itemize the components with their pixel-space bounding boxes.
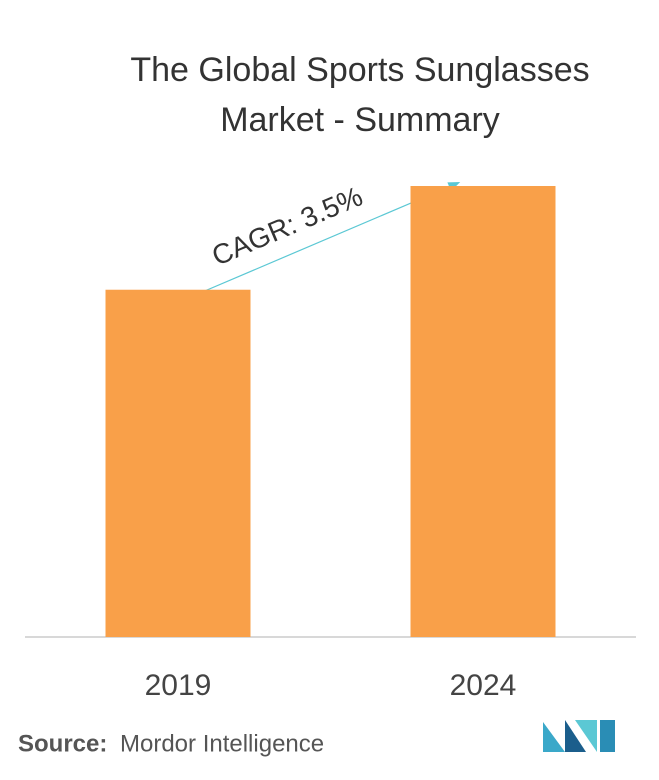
x-tick-label: 2019 xyxy=(145,669,212,702)
bar xyxy=(410,186,556,637)
source-label: Source: xyxy=(18,730,107,757)
source: Mordor Intelligence xyxy=(120,730,324,757)
x-tick-label: 2024 xyxy=(450,669,517,702)
chart-title: The Global Sports Sunglasses Market - Su… xyxy=(130,51,590,139)
bar xyxy=(105,289,251,637)
cagr-label: CAGR: 3.5% xyxy=(207,180,367,271)
logo xyxy=(543,720,615,752)
